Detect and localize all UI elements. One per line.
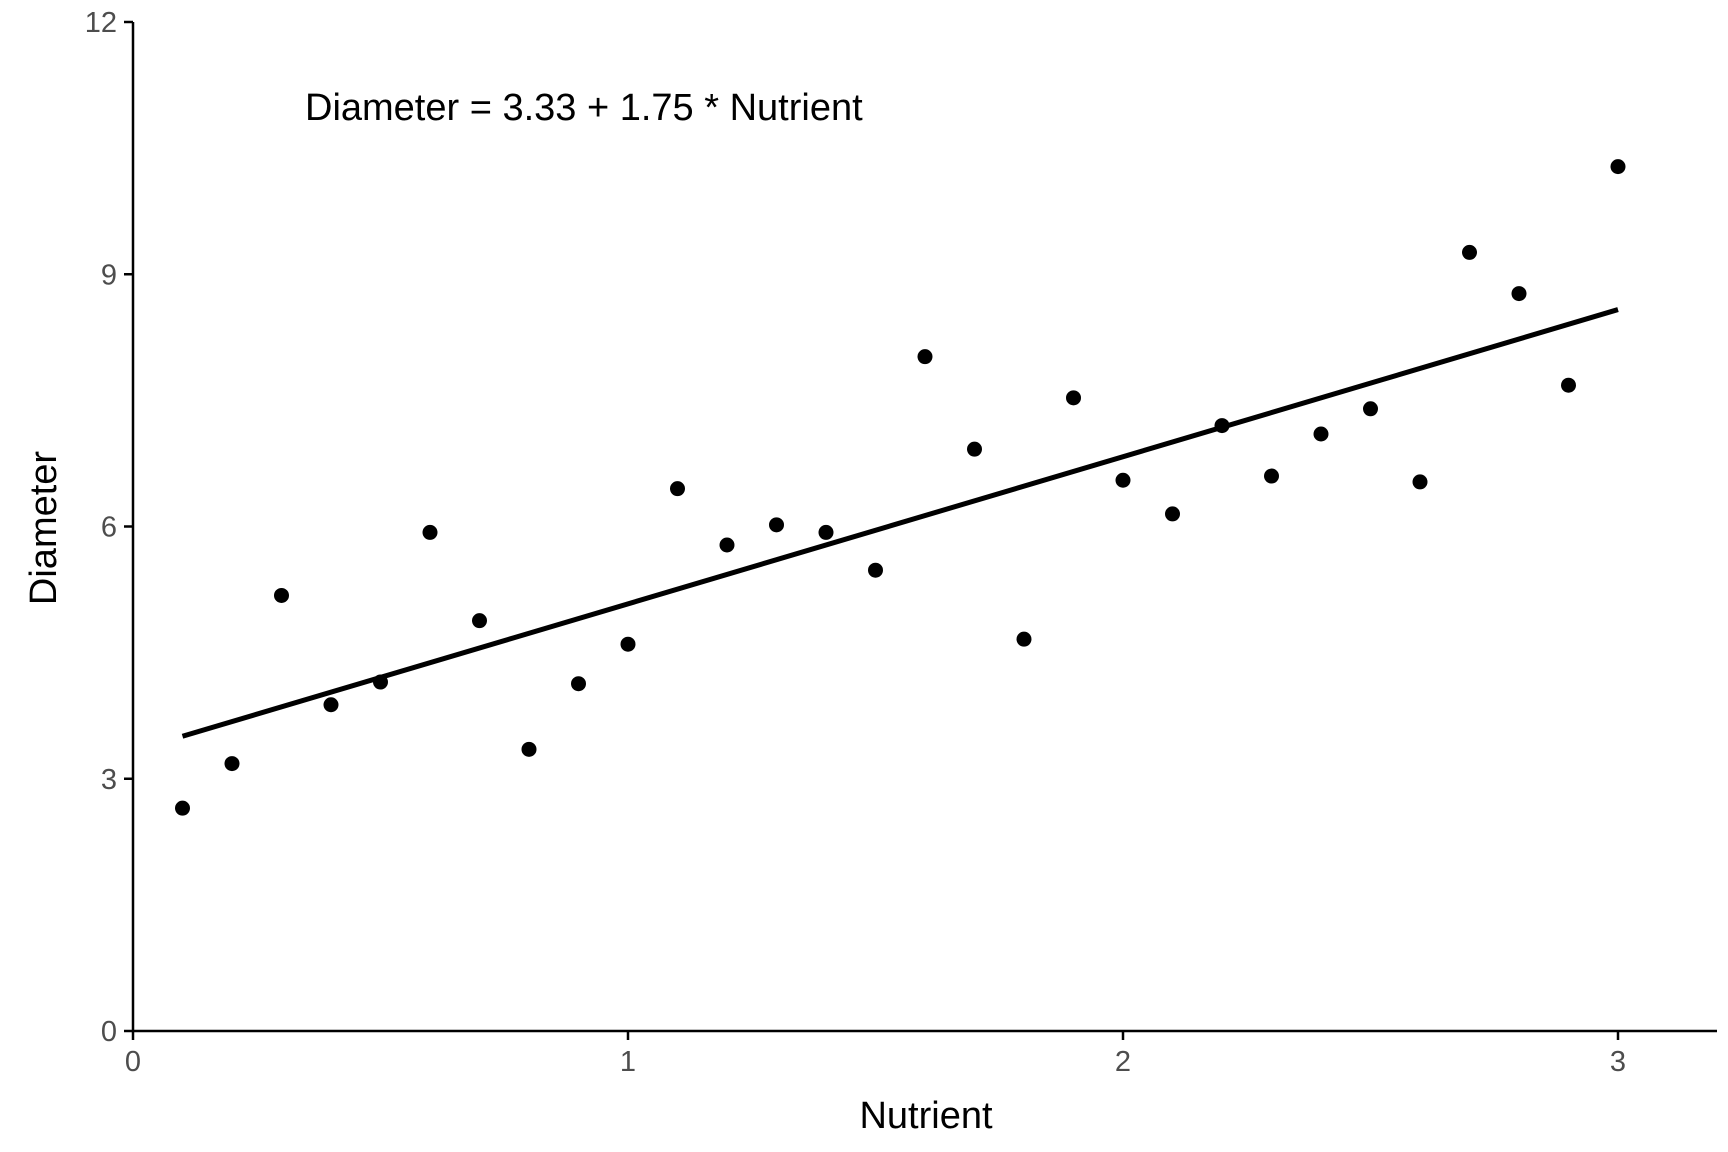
x-tick-label: 1 [620,1046,636,1078]
x-tick-label: 3 [1610,1046,1626,1078]
data-point [521,741,537,757]
data-point [373,674,388,690]
data-point [1561,377,1576,393]
data-point [224,756,240,772]
x-tick-label: 0 [125,1046,141,1078]
data-point [323,697,339,713]
data-point [1016,631,1032,647]
data-point [571,676,586,692]
x-axis-title: Nutrient [859,1095,992,1137]
data-point [175,800,190,816]
regression-equation: Diameter = 3.33 + 1.75 * Nutrient [305,87,863,129]
data-point [1115,472,1131,488]
data-point [1412,474,1428,490]
data-point [719,537,735,553]
data-point [274,587,289,603]
data-point [917,349,933,365]
data-point [1511,286,1527,302]
data-point [472,613,487,629]
regression-line [181,307,1619,739]
data-point [868,562,883,578]
data-point [769,517,784,533]
data-point [1313,426,1329,442]
data-point [967,441,982,457]
y-tick-label: 3 [101,764,117,796]
y-tick-label: 9 [101,259,117,291]
data-point [1363,401,1378,417]
data-point [620,636,636,652]
data-point [1264,468,1279,484]
y-axis-title: Diameter [23,451,65,605]
y-tick-label: 0 [101,1016,117,1048]
data-point [1214,418,1230,434]
y-tick-label: 6 [101,512,117,544]
data-point [1165,506,1180,522]
data-point [1610,159,1626,175]
data-point [670,481,685,497]
data-point [422,524,438,540]
data-point [1462,244,1477,260]
x-tick-label: 2 [1115,1046,1131,1078]
y-tick-label: 12 [85,7,117,39]
data-point [818,524,834,540]
regression-line-group [181,307,1619,739]
data-point [1066,390,1081,406]
data-points [175,159,1626,816]
